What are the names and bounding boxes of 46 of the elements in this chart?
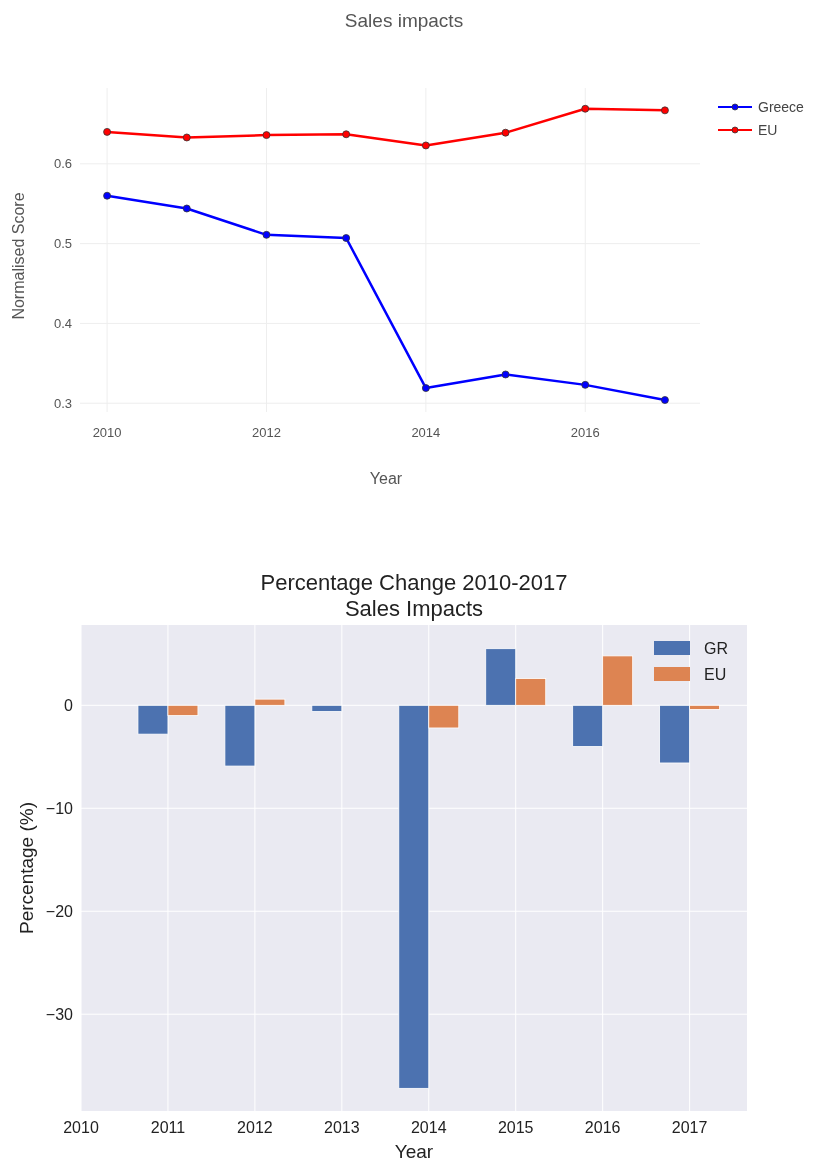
point — [501, 128, 510, 137]
point — [342, 130, 351, 139]
x-axis-title: Year — [394, 1141, 434, 1161]
x-tick-label: 2013 — [324, 1119, 360, 1136]
y-tick-label: −20 — [45, 903, 74, 921]
point — [262, 230, 271, 239]
point — [103, 191, 111, 200]
legend-label: EU — [758, 121, 778, 138]
y-tick-label: 0.5 — [53, 236, 72, 252]
x-tick-label: 2016 — [584, 1119, 621, 1136]
point — [581, 104, 590, 113]
point — [182, 204, 191, 213]
x-tick-label: 2015 — [497, 1119, 534, 1136]
point — [262, 131, 271, 139]
x-tick-label: 2010 — [63, 1119, 99, 1136]
x-axis-title: Year — [369, 470, 403, 487]
point — [103, 127, 111, 136]
legend-label: GR — [704, 640, 728, 657]
legend-label: EU — [704, 666, 727, 683]
point — [661, 106, 669, 115]
chart-title: Percentage Change 2010-2017 Sales Impacts — [260, 570, 568, 621]
chart-title: Sales impacts — [344, 10, 464, 31]
point — [342, 234, 351, 242]
x-tick-label: 2012 — [237, 1119, 273, 1136]
y-axis-title: Percentage (%) — [16, 801, 37, 935]
x-tick-label: 2016 — [570, 425, 600, 440]
x-tick-label: 2014 — [411, 425, 441, 440]
point — [661, 396, 669, 404]
y-tick-label: 0.6 — [53, 156, 72, 172]
x-tick-label: 2010 — [92, 425, 122, 440]
y-tick-label: 0 — [64, 697, 74, 715]
point — [501, 370, 510, 379]
x-tick-label: 2014 — [410, 1119, 447, 1136]
y-tick-label: −30 — [45, 1006, 74, 1024]
point — [421, 384, 430, 392]
y-axis-title: Normalised Score — [10, 192, 27, 320]
y-tick-label: −10 — [45, 800, 74, 818]
x-tick-label: 2012 — [252, 425, 281, 440]
y-tick-label: 0.3 — [53, 395, 72, 411]
y-tick-label: 0.4 — [53, 315, 72, 331]
legend-label: Greece — [758, 98, 805, 115]
point — [581, 380, 590, 389]
point — [421, 141, 430, 150]
point — [182, 133, 191, 142]
x-tick-label: 2011 — [150, 1119, 186, 1136]
x-tick-label: 2017 — [671, 1119, 708, 1136]
